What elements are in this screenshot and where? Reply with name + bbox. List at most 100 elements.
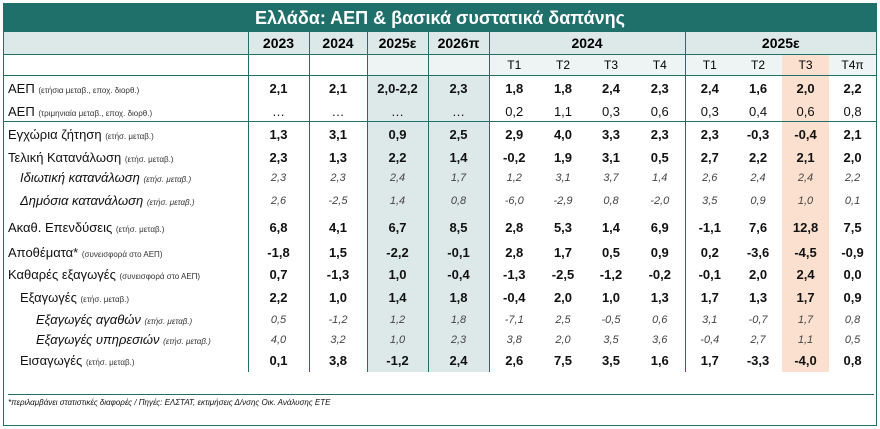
row-name: Εξαγωγές [20, 290, 77, 305]
row-name: Εισαγωγές [20, 353, 83, 368]
table-cell: 5,3 [553, 220, 573, 235]
table-cell: 2,0 [553, 290, 573, 305]
table-cell: 2,3 [247, 167, 309, 188]
table-cell: 1,1 [782, 329, 830, 350]
row-note: (ετήσ. μεταβ.) [146, 198, 195, 207]
table-cell: 2,3 [247, 147, 309, 168]
table-cell: 7,5 [843, 220, 862, 235]
table-cell: -6,0 [488, 187, 539, 214]
table-cell: 3,6 [652, 333, 668, 346]
table-cell: … [247, 101, 309, 122]
table-cell: 3,8 [308, 349, 367, 372]
table-cell: 1,5 [308, 241, 367, 264]
table-cell: 1,2 [366, 309, 428, 330]
table-cell: … [308, 101, 367, 122]
row-note: (συνεισφορά στο ΑΕΠ) [81, 250, 163, 259]
table-cell: 2,1 [308, 75, 367, 102]
table-cell: -4,5 [782, 241, 830, 264]
table-cell: 6,9 [650, 220, 669, 235]
header-2023: 2023 [247, 32, 309, 55]
row-label: Εξαγωγές υπηρεσιών (ετήσ. μεταβ.) [4, 330, 248, 350]
row-label: Δημόσια κατανάλωση (ετήσ. μεταβ.) [4, 188, 248, 214]
table-cell: 12,8 [782, 213, 830, 242]
table-cell: 2,4 [782, 167, 830, 188]
table-cell: 1,7 [553, 245, 573, 260]
row-note: (ετήσ. μεταβ.) [143, 175, 192, 184]
table-cell: 7,5 [553, 353, 573, 368]
table-cell: 2,7 [750, 333, 766, 346]
table-cell: 4,1 [308, 213, 367, 242]
table-row: Εξαγωγές αγαθών (ετήσ. μεταβ.) 0,5 -1,2 1,2… [4, 309, 876, 330]
table-cell: 2,3 [308, 167, 367, 188]
row-note: (ετήσ. μεταβ.) [115, 225, 165, 234]
header-q1-2024: T1 [488, 54, 539, 76]
table-cell: 1,8 [488, 75, 539, 102]
table-cell: 3,1 [601, 150, 621, 165]
row-name: Ακαθ. Επενδύσεις [8, 220, 113, 235]
table-cell: 3,5 [601, 353, 621, 368]
table-cell: 2,4 [750, 171, 766, 184]
table-cell: 2,4 [366, 167, 428, 188]
table-cell: 1,0 [366, 263, 428, 286]
table-cell: 0,9 [650, 245, 669, 260]
table-cell: 3,1 [555, 171, 571, 184]
table-cell: 2,8 [488, 241, 539, 264]
table-cell: 0,3 [601, 103, 621, 119]
table-cell: 0,9 [750, 194, 766, 207]
table-cell: 2,6 [684, 167, 735, 188]
table-row: ΑΕΠ (ετήσια μεταβ., εποχ. διορθ.) 2,1 2,1 2… [4, 75, 876, 102]
table-cell: 0,8 [843, 103, 862, 119]
row-label: ΑΕΠ (ετήσια μεταβ., εποχ. διορθ.) [4, 76, 248, 102]
table-cell: 1,0 [782, 187, 830, 214]
table-cell: 0,8 [843, 353, 862, 368]
table-cell: 2,1 [829, 121, 876, 148]
table-cell: 3,1 [308, 121, 367, 148]
table-cell: 0,8 [844, 313, 861, 326]
table-cell: 0,5 [650, 150, 669, 165]
table-cell: 0,9 [366, 121, 428, 148]
table-cell: 3,2 [308, 329, 367, 350]
table-cell: 1,7 [782, 285, 830, 310]
row-name: Καθαρές εξαγωγές [8, 267, 116, 282]
table-cell: 3,3 [587, 121, 635, 148]
header-q3-2024: T3 [587, 54, 635, 76]
table-cell: 2,5 [427, 121, 489, 148]
row-name: Ιδιωτική κατανάλωση [20, 170, 140, 185]
table-row: Αποθέματα* (συνεισφορά στο ΑΕΠ) -1,8 1,5 -2… [4, 241, 876, 264]
table-row: Δημόσια κατανάλωση (ετήσ. μεταβ.) 2,6 -2,5… [4, 187, 876, 214]
header-group-2024: 2024 [488, 32, 686, 55]
row-name: ΑΕΠ [8, 103, 35, 119]
table-cell: 2,2 [843, 81, 862, 97]
table-cell: -0,7 [748, 313, 768, 326]
table-cell: 1,9 [553, 150, 573, 165]
row-label: Ιδιωτική κατανάλωση (ετήσ. μεταβ.) [4, 168, 248, 188]
table-cell: 0,5 [247, 309, 309, 330]
table-cell: 1,7 [684, 349, 735, 372]
table-cell: 1,0 [366, 329, 428, 350]
table-cell: 0,0 [843, 267, 862, 282]
header-q2-2025: T2 [734, 54, 783, 76]
table-cell: -0,1 [684, 263, 735, 286]
table-cell: 0,2 [684, 241, 735, 264]
header-2024: 2024 [308, 32, 367, 55]
table-cell: -0,2 [488, 147, 539, 168]
table-cell: 2,4 [782, 263, 830, 286]
table-cell: 1,7 [782, 309, 830, 330]
table-row: Ακαθ. Επενδύσεις (ετήσ. μεταβ.) 6,8 4,1 6,7… [4, 213, 876, 242]
table-cell: 2,8 [488, 213, 539, 242]
table-cell: 1,0 [308, 285, 367, 310]
table-cell: 1,6 [650, 353, 669, 368]
table-cell: -0,4 [684, 329, 735, 350]
table-cell: 0,6 [652, 313, 668, 326]
table-cell: -1,1 [684, 213, 735, 242]
table-row: Εγχώρια ζήτηση (ετήσ. μεταβ.) 1,3 3,1 0,9 2,… [4, 121, 876, 148]
row-name: ΑΕΠ [8, 81, 35, 97]
table-cell: 2,6 [247, 187, 309, 214]
header-q4-2025: T4π [829, 54, 876, 76]
table-cell: 3,7 [603, 171, 619, 184]
table-cell: 2,3 [684, 121, 735, 148]
table-cell: -2,2 [366, 241, 428, 264]
table-cell: 1,8 [427, 285, 489, 310]
table-cell: 0,2 [488, 101, 539, 122]
table-cell: 0,1 [844, 194, 861, 207]
